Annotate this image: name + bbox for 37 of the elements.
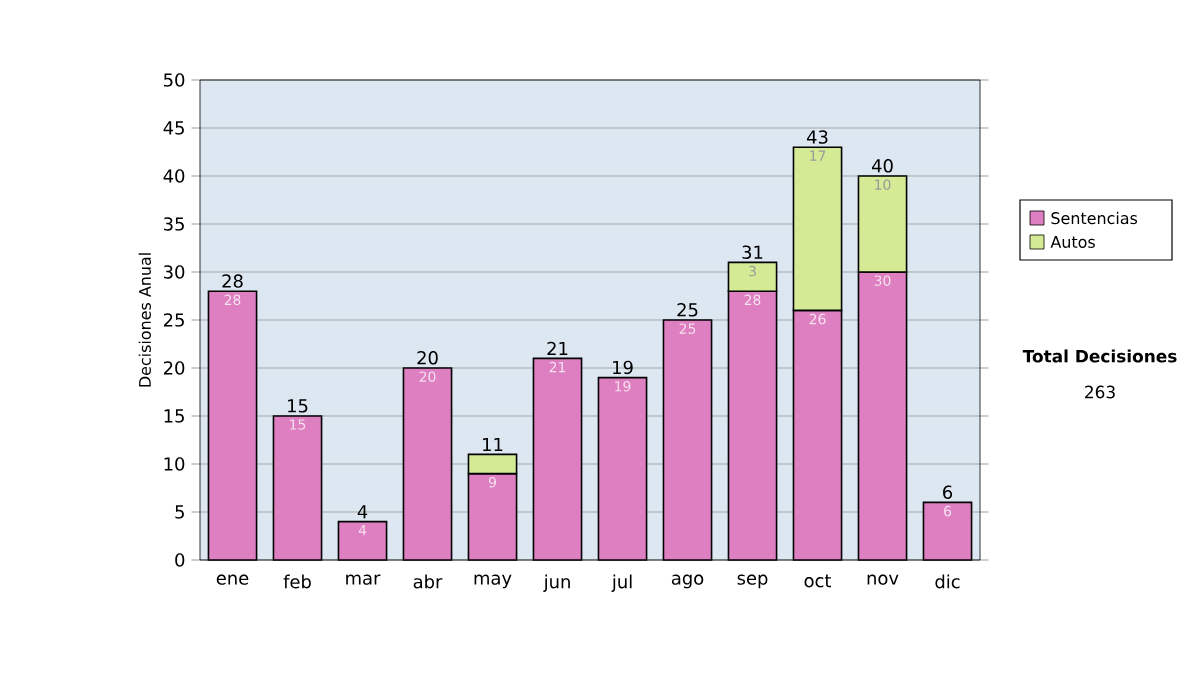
y-tick-label: 15: [164, 409, 184, 423]
total-label: 28: [222, 274, 243, 288]
x-tick-label: may: [474, 574, 512, 589]
y-tick-label: 10: [164, 457, 185, 471]
total-label: 20: [417, 351, 438, 365]
y-tick-label: 20: [163, 361, 185, 375]
x-tick-label: nov: [867, 574, 899, 585]
x-tick-label: oct: [804, 574, 832, 588]
x-tick-label: jul: [611, 574, 632, 592]
y-tick-label: 0: [175, 553, 185, 567]
x-tick-label: ago: [671, 574, 704, 589]
y-tick-label: 30: [164, 265, 185, 279]
x-tick-label: dic: [935, 574, 960, 589]
total-label: 21: [547, 341, 568, 356]
total-label: 19: [613, 360, 633, 375]
x-tick-label: abr: [413, 574, 443, 589]
total-label: 11: [483, 437, 503, 452]
total-label: 40: [871, 159, 893, 173]
total-label: 43: [806, 130, 828, 144]
y-tick-label: 5: [175, 505, 184, 519]
x-tick-label: jun: [543, 574, 570, 592]
x-tick-label: feb: [283, 574, 311, 589]
y-tick-label: 25: [163, 313, 184, 327]
total-label: 15: [288, 399, 308, 413]
total-label: 31: [742, 245, 763, 260]
x-tick-label: sep: [737, 574, 768, 589]
y-tick-label: 40: [163, 169, 185, 183]
total-label: 6: [943, 485, 953, 500]
y-tick-label: 45: [163, 121, 184, 135]
total-label: 4: [357, 505, 368, 519]
y-tick-label: 50: [164, 73, 185, 87]
x-tick-label: ene: [216, 574, 249, 585]
x-tick-label: mar: [346, 574, 381, 585]
y-tick-label: 35: [164, 217, 184, 231]
total-label: 25: [677, 303, 698, 317]
text: Total Decisiones: [1022, 349, 1177, 363]
text: 263: [1085, 385, 1115, 399]
